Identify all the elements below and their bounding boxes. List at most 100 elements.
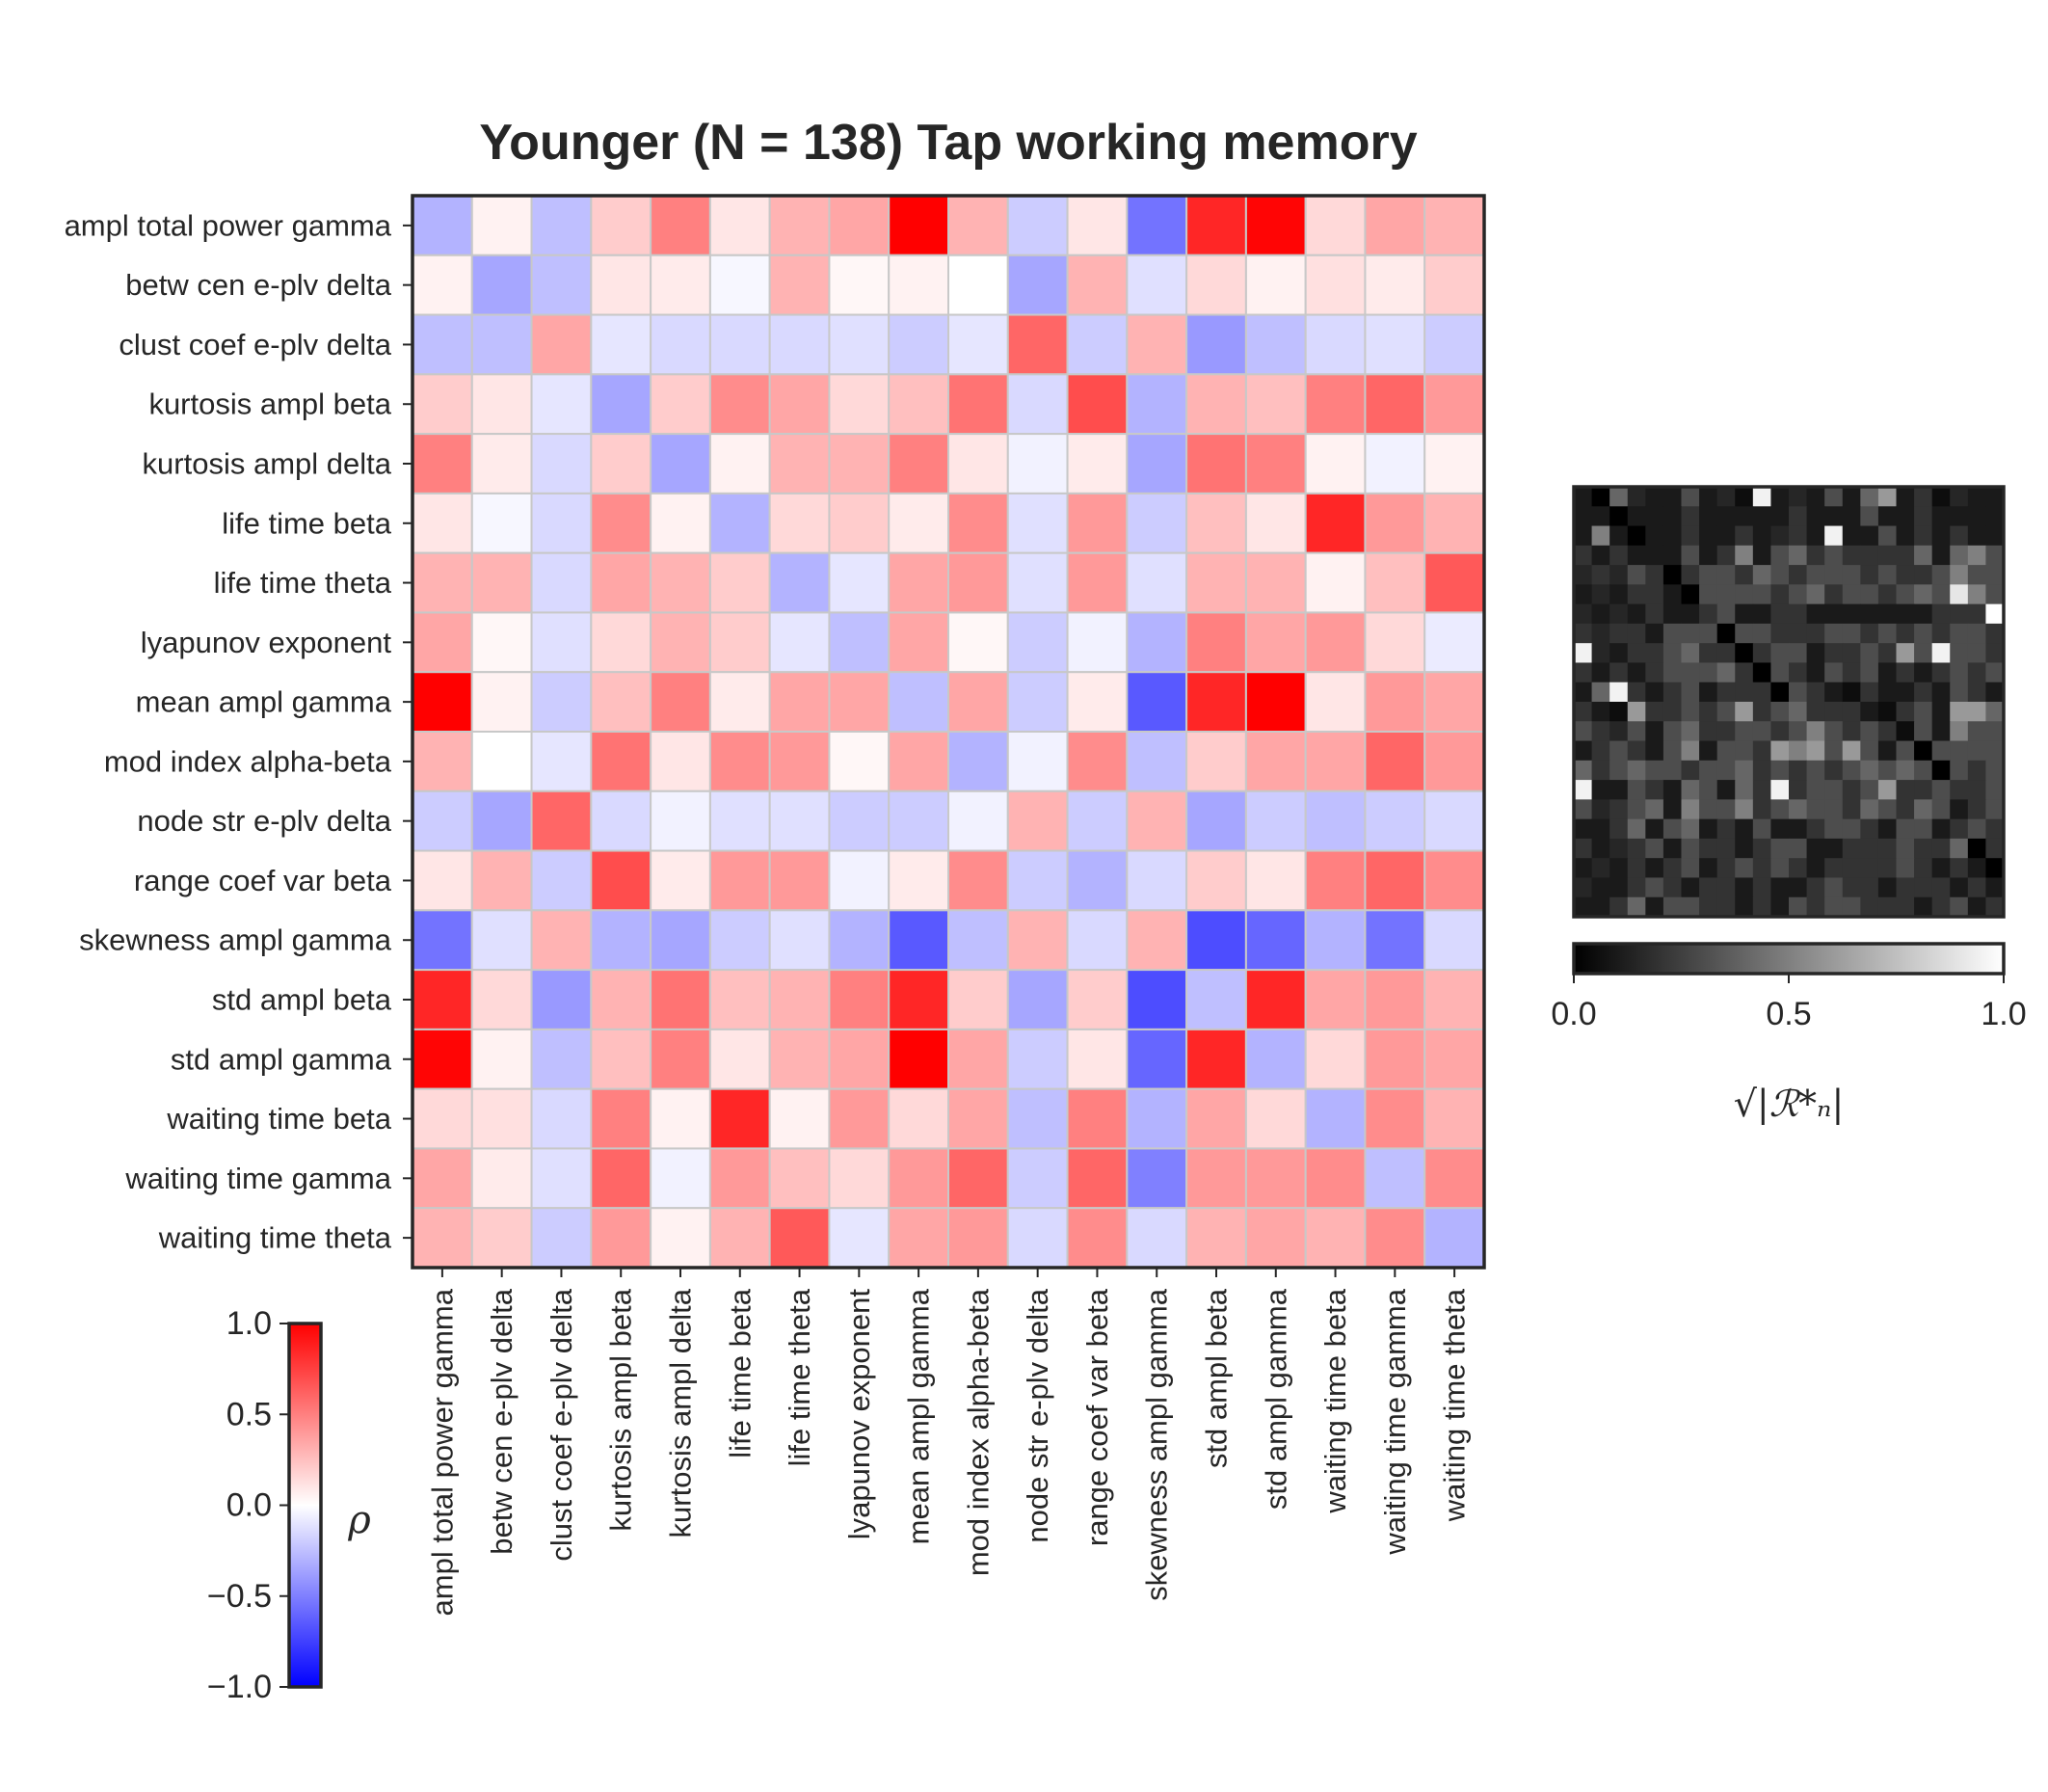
heatmap-cell: [1244, 195, 1307, 256]
rho-colorbar-ticks: 1.0 0.5 0.0 −0.5 −1.0: [207, 1305, 289, 1705]
similarity-cell: [1716, 662, 1736, 683]
similarity-cell: [1860, 896, 1879, 918]
similarity-cell: [1860, 506, 1879, 527]
x-tick-label: mod index alpha-beta: [961, 1288, 995, 1576]
x-tick-label: range coef var beta: [1080, 1288, 1114, 1546]
similarity-cell: [1574, 896, 1593, 918]
heatmap-cell: [530, 1087, 593, 1150]
heatmap-cell: [1006, 492, 1069, 554]
similarity-cell: [1860, 603, 1879, 625]
similarity-cell: [1627, 877, 1646, 898]
heatmap-cell: [708, 254, 771, 316]
similarity-cell: [1735, 643, 1754, 663]
similarity-cell: [1860, 682, 1879, 703]
similarity-cell: [1967, 487, 1986, 507]
heatmap-cell: [947, 313, 1009, 376]
similarity-cell: [1645, 525, 1664, 547]
similarity-cell: [1842, 740, 1861, 762]
heatmap-cell: [708, 195, 771, 256]
similarity-cell: [1681, 565, 1700, 585]
heatmap-cell: [1304, 731, 1367, 792]
similarity-cell: [1591, 487, 1610, 507]
similarity-cell: [1591, 818, 1610, 840]
similarity-cell: [1914, 565, 1933, 585]
heatmap-cell: [947, 1087, 1009, 1150]
similarity-cell: [1662, 623, 1682, 644]
similarity-cell: [1609, 643, 1629, 663]
similarity-cell: [1752, 858, 1771, 878]
similarity-cell: [1716, 603, 1736, 625]
similarity-cell: [1645, 896, 1664, 918]
heatmap-cell: [590, 909, 652, 972]
similarity-cell: [1770, 682, 1790, 703]
similarity-cell: [1789, 721, 1808, 742]
similarity-cell: [1662, 858, 1682, 878]
similarity-cell: [1752, 623, 1771, 644]
heatmap-cell: [1244, 849, 1307, 912]
heatmap-cell: [828, 1147, 891, 1210]
similarity-cell: [1627, 838, 1646, 859]
heatmap-cell: [650, 254, 711, 316]
similarity-cell: [1860, 721, 1879, 742]
heatmap-cell: [470, 1147, 533, 1210]
heatmap-cell: [1185, 1207, 1247, 1269]
similarity-cell: [1609, 662, 1629, 683]
similarity-cell: [1716, 858, 1736, 878]
heatmap-cell: [1185, 1087, 1247, 1150]
similarity-cell: [1591, 545, 1610, 566]
similarity-cell: [1735, 877, 1754, 898]
similarity-cell: [1860, 525, 1879, 547]
heatmap-cell: [1364, 969, 1426, 1030]
similarity-cell: [1591, 565, 1610, 585]
similarity-cell: [1789, 838, 1808, 859]
rho-colorbar-label: ρ: [347, 1498, 371, 1542]
heatmap-cell: [768, 1147, 831, 1210]
similarity-cell: [1931, 565, 1951, 585]
similarity-cell: [1985, 623, 2005, 644]
similarity-cell: [1752, 896, 1771, 918]
heatmap-cell: [650, 313, 711, 376]
similarity-cell: [1716, 643, 1736, 663]
similarity-cell: [1789, 896, 1808, 918]
similarity-cell: [1716, 818, 1736, 840]
heatmap-cell: [1185, 313, 1247, 376]
heatmap-cell: [1244, 254, 1307, 316]
heatmap-cell: [650, 671, 711, 734]
similarity-cell: [1824, 780, 1844, 800]
similarity-cell: [1645, 584, 1664, 605]
similarity-cell: [1627, 643, 1646, 663]
heatmap-cell: [470, 373, 533, 436]
similarity-cell: [1574, 525, 1593, 547]
similarity-cell: [1574, 584, 1593, 605]
heatmap-cell: [1364, 492, 1426, 554]
heatmap-cell: [1423, 492, 1485, 554]
similarity-cell: [1789, 780, 1808, 800]
heatmap-cell: [530, 969, 593, 1030]
y-tick-label: mean ampl gamma: [136, 685, 392, 719]
similarity-cell: [1789, 545, 1808, 566]
similarity-cell: [1627, 818, 1646, 840]
heatmap-cell: [828, 1087, 891, 1150]
similarity-cell: [1931, 799, 1951, 820]
similarity-cell: [1645, 565, 1664, 585]
similarity-cell: [1770, 877, 1790, 898]
similarity-cell: [1985, 682, 2005, 703]
heatmap-cell: [1364, 1087, 1426, 1150]
similarity-cell: [1591, 623, 1610, 644]
heatmap-cell: [590, 849, 652, 912]
similarity-cell: [1609, 682, 1629, 703]
similarity-cell: [1662, 662, 1682, 683]
heatmap-cell: [1364, 909, 1426, 972]
similarity-cell: [1789, 565, 1808, 585]
heatmap-cell: [650, 909, 711, 972]
similarity-cell: [1985, 721, 2005, 742]
x-tick-labels: ampl total power gamma betw cen e-plv del…: [425, 1268, 1472, 1616]
similarity-cell: [1609, 799, 1629, 820]
similarity-cell: [1824, 760, 1844, 781]
similarity-cell: [1914, 877, 1933, 898]
similarity-cell: [1950, 896, 1969, 918]
similarity-cell: [1914, 603, 1933, 625]
similarity-cell: [1806, 877, 1825, 898]
similarity-cell: [1860, 623, 1879, 644]
heatmap-cell: [470, 313, 533, 376]
